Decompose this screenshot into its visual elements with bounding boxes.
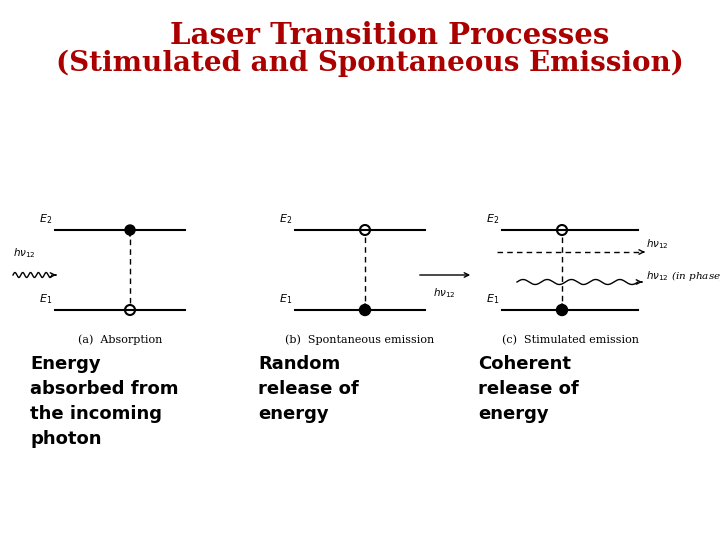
Text: Energy
absorbed from
the incoming
photon: Energy absorbed from the incoming photon (30, 355, 179, 448)
Text: Coherent
release of
energy: Coherent release of energy (478, 355, 579, 423)
Circle shape (125, 225, 135, 235)
Text: (Stimulated and Spontaneous Emission): (Stimulated and Spontaneous Emission) (56, 49, 684, 77)
Text: $h\nu_{12}$ (in phase): $h\nu_{12}$ (in phase) (646, 269, 720, 283)
Text: (c)  Stimulated emission: (c) Stimulated emission (502, 335, 639, 345)
Text: Random
release of
energy: Random release of energy (258, 355, 359, 423)
Text: $h\nu_{12}$: $h\nu_{12}$ (433, 286, 456, 300)
Text: $E_1$: $E_1$ (39, 292, 52, 306)
Circle shape (557, 305, 567, 315)
Text: $h\nu_{12}$: $h\nu_{12}$ (13, 246, 36, 260)
Text: $h\nu_{12}$: $h\nu_{12}$ (646, 237, 669, 251)
Text: Laser Transition Processes: Laser Transition Processes (171, 21, 610, 50)
Text: $E_1$: $E_1$ (486, 292, 499, 306)
Text: $E_2$: $E_2$ (486, 212, 499, 226)
Text: $E_2$: $E_2$ (279, 212, 292, 226)
Text: (b)  Spontaneous emission: (b) Spontaneous emission (285, 335, 435, 345)
Text: (a)  Absorption: (a) Absorption (78, 335, 162, 345)
Circle shape (359, 305, 371, 315)
Text: $E_1$: $E_1$ (279, 292, 292, 306)
Text: $E_2$: $E_2$ (39, 212, 52, 226)
